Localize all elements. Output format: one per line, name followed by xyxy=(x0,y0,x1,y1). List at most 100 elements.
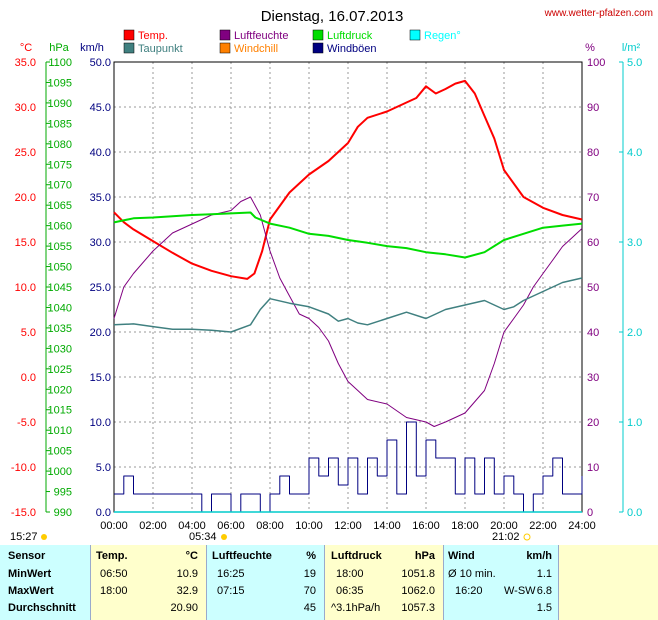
day-length: 15:27 xyxy=(10,531,38,543)
x-tick-label: 00:00 xyxy=(100,520,128,532)
sunrise-time: 05:34 xyxy=(189,531,217,543)
header-temp-unit: °C xyxy=(185,550,198,562)
pressure-tick-label: 1040 xyxy=(48,302,72,314)
temp-axis-unit: °C xyxy=(20,42,32,54)
temp-tick-label: -10.0 xyxy=(11,462,36,474)
chart-legend: Temp. Luftfeuchte Luftdruck Regen° Taupunkt W… xyxy=(123,29,461,55)
temp-tick-label: 0.0 xyxy=(21,372,36,384)
sunset-time: 21:02 xyxy=(492,531,520,543)
humidity-tick-label: 100 xyxy=(587,57,605,69)
wind-tick-label: 0.0 xyxy=(96,507,111,519)
wind-axis-unit: km/h xyxy=(80,42,104,54)
rain-axis-unit: l/m² xyxy=(622,42,641,54)
hum-time: 07:15 xyxy=(217,585,245,597)
pressure-tick-label: 990 xyxy=(54,507,72,519)
hum-value: 70 xyxy=(303,585,316,597)
header-pressure-unit: hPa xyxy=(414,550,435,562)
site-link[interactable]: www.wetter-pfalzen.com xyxy=(544,8,653,19)
pressure-tick-label: 1065 xyxy=(48,200,72,212)
weather-chart: Dienstag, 16.07.2013 www.wetter-pfalzen.… xyxy=(10,8,653,543)
row-label: Durchschnitt xyxy=(8,602,76,614)
rain-tick-label: 5.0 xyxy=(627,57,642,69)
wind-tick-label: 10.0 xyxy=(90,417,111,429)
humidity-tick-label: 80 xyxy=(587,147,599,159)
humidity-tick-label: 40 xyxy=(587,327,599,339)
press-time: 06:35 xyxy=(336,585,364,597)
wind-tick-label: 20.0 xyxy=(90,327,111,339)
pressure-tick-label: 1100 xyxy=(48,57,72,69)
pressure-tick-label: 995 xyxy=(54,487,72,499)
temp-tick-label: 30.0 xyxy=(15,102,36,114)
pressure-tick-label: 1020 xyxy=(48,384,72,396)
pressure-tick-label: 1000 xyxy=(48,466,72,478)
chart-title: Dienstag, 16.07.2013 xyxy=(261,8,404,25)
wind-label: 16:20 xyxy=(455,585,483,597)
table-row-min: MinWert 06:50 10.9 16:25 19 18:00 1051.8… xyxy=(0,567,658,582)
sunrise-icon xyxy=(221,534,227,540)
legend-entry: Luftfeuchte xyxy=(234,30,288,42)
pressure-tick-label: 1095 xyxy=(48,77,72,89)
wind-tick-label: 40.0 xyxy=(90,147,111,159)
press-time: ^3.1hPa/h xyxy=(331,602,381,614)
table-row-max: MaxWert 18:00 32.9 07:15 70 06:35 1062.0… xyxy=(0,584,658,599)
row-label: MaxWert xyxy=(8,585,54,597)
series-temp-line xyxy=(113,79,583,280)
temp-value: 20.90 xyxy=(170,602,198,614)
pressure-tick-label: 1070 xyxy=(48,180,72,192)
header-temp: Temp. xyxy=(96,550,128,562)
wind-value: 1.1 xyxy=(536,568,552,580)
humidity-tick-label: 90 xyxy=(587,102,599,114)
x-tick-label: 08:00 xyxy=(256,520,284,532)
row-label: MinWert xyxy=(8,568,52,580)
humidity-axis-unit: % xyxy=(585,42,595,54)
header-humidity: Luftfeuchte xyxy=(212,550,272,562)
press-value: 1057.3 xyxy=(401,602,435,614)
table-divider xyxy=(90,545,91,620)
pressure-tick-label: 1005 xyxy=(48,446,72,458)
pressure-tick-label: 1055 xyxy=(48,241,72,253)
legend-entry: Temp. xyxy=(138,30,168,42)
pressure-tick-label: 1025 xyxy=(48,364,72,376)
temp-tick-label: 15.0 xyxy=(15,237,36,249)
wind-tick-label: 25.0 xyxy=(90,282,111,294)
legend-swatch xyxy=(123,29,135,41)
pressure-tick-label: 1015 xyxy=(48,405,72,417)
x-tick-label: 06:00 xyxy=(217,520,245,532)
wind-value: 6.8 xyxy=(536,585,552,597)
chart-axes: 35.0 30.0 25.0 20.0 15.0 10.0 5.0 0.0 -5.0 -10.0 -… xyxy=(11,57,642,519)
header-humidity-unit: % xyxy=(306,550,316,562)
table-divider xyxy=(558,545,559,620)
hum-value: 45 xyxy=(303,602,316,614)
rain-tick-label: 4.0 xyxy=(627,147,642,159)
x-tick-label: 14:00 xyxy=(373,520,401,532)
pressure-tick-label: 1085 xyxy=(48,118,72,130)
legend-entry: Windböen xyxy=(327,43,377,55)
x-tick-label: 24:00 xyxy=(568,520,596,532)
pressure-tick-label: 1045 xyxy=(48,282,72,294)
wind-tick-label: 35.0 xyxy=(90,192,111,204)
humidity-tick-label: 20 xyxy=(587,417,599,429)
press-value: 1051.8 xyxy=(401,568,435,580)
x-tick-label: 18:00 xyxy=(451,520,479,532)
pressure-tick-label: 1010 xyxy=(48,425,72,437)
pressure-tick-label: 1080 xyxy=(48,139,72,151)
wind-tick-label: 50.0 xyxy=(90,57,111,69)
pressure-tick-label: 1035 xyxy=(48,323,72,335)
stats-table: Sensor Temp. °C Luftfeuchte % Luftdruck … xyxy=(0,545,658,620)
sun-icon xyxy=(41,534,47,540)
temp-time: 06:50 xyxy=(100,568,128,580)
series-windböen-line xyxy=(114,421,583,513)
temp-tick-label: 5.0 xyxy=(21,327,36,339)
wind-tick-label: 15.0 xyxy=(90,372,111,384)
table-divider xyxy=(443,545,444,620)
rain-tick-label: 0.0 xyxy=(627,507,642,519)
humidity-tick-label: 60 xyxy=(587,237,599,249)
col-bg-wind xyxy=(443,545,558,620)
x-tick-label: 22:00 xyxy=(529,520,557,532)
wind-tick-label: 5.0 xyxy=(96,462,111,474)
pressure-tick-label: 1075 xyxy=(48,159,72,171)
chart-series xyxy=(113,79,583,513)
rain-tick-label: 3.0 xyxy=(627,237,642,249)
humidity-tick-label: 70 xyxy=(587,192,599,204)
rain-tick-label: 1.0 xyxy=(627,417,642,429)
